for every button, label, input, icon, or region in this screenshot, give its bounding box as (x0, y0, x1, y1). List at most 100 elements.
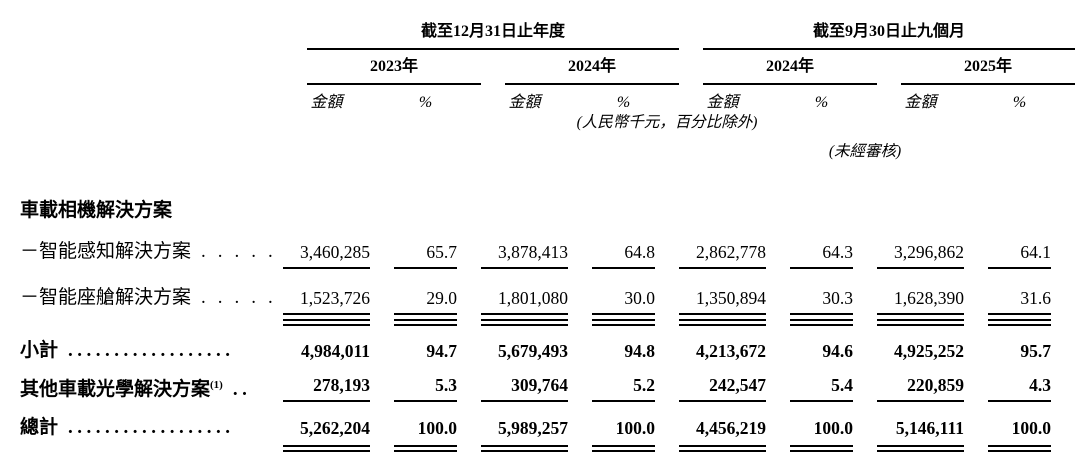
amount-cell: 220,859 (877, 373, 964, 402)
amount-cell: 3,296,862 (877, 240, 964, 269)
table-row: 其他車載光學解決方案(1).. 278,193 5.3 309,764 5.2 … (20, 373, 1080, 402)
label-column-spacer (20, 319, 283, 326)
label-column-spacer (20, 445, 283, 452)
unaudited-note-row: (未經審核) (20, 142, 1080, 162)
amount-cell: 3,460,285 (283, 240, 370, 269)
amount-cell: 3,878,413 (481, 240, 568, 269)
double-rule (592, 445, 655, 452)
leader-dots: .. (232, 379, 252, 400)
double-rule (679, 319, 766, 326)
percent-cell: 94.7 (426, 341, 457, 361)
year-header-row: 2023年 2024年 2024年 2025年 (20, 57, 1080, 85)
leader-dots: ..... (201, 287, 285, 308)
label-column-spacer (20, 57, 283, 85)
amount-cell: 278,193 (283, 373, 370, 402)
percent-cell: 100.0 (813, 418, 853, 438)
percent-header: % (814, 94, 829, 111)
row-label: －智能座艙解決方案..... (20, 286, 283, 315)
period-group-interim: 截至9月30日止九個月 (703, 22, 1075, 50)
double-rule (283, 445, 370, 452)
double-rule (988, 445, 1051, 452)
amount-cell: 4,925,252 (894, 341, 964, 361)
amount-cell: 4,213,672 (696, 341, 766, 361)
double-rule-row (20, 319, 1080, 326)
percent-cell: 30.3 (790, 286, 853, 315)
amount-header: 金額 (310, 94, 343, 111)
percent-cell: 64.8 (592, 240, 655, 269)
percent-cell: 95.7 (1020, 341, 1051, 361)
currency-note-row: (人民幣千元，百分比除外) (20, 113, 1080, 133)
double-rule-row (20, 445, 1080, 452)
percent-cell: 5.4 (790, 373, 853, 402)
footnote-marker: (1) (210, 379, 223, 391)
percent-header: % (1012, 94, 1027, 111)
column-header-row: 金額 % 金額 % 金額 % 金額 % (20, 93, 1080, 113)
percent-cell: 100.0 (1011, 418, 1051, 438)
amount-cell: 1,523,726 (283, 286, 370, 315)
year-header-2024-annual: 2024年 (505, 57, 679, 85)
row-label: －智能感知解決方案..... (20, 240, 283, 269)
year-header-2023: 2023年 (307, 57, 481, 85)
leader-dots: .................. (68, 340, 235, 361)
period-group-annual: 截至12月31日止年度 (307, 22, 679, 50)
percent-cell: 94.6 (822, 341, 853, 361)
double-rule (394, 319, 457, 326)
percent-cell: 65.7 (394, 240, 457, 269)
amount-cell: 1,350,894 (679, 286, 766, 315)
double-rule (592, 319, 655, 326)
percent-cell: 100.0 (417, 418, 457, 438)
percent-header: % (616, 94, 631, 111)
label-column-spacer (20, 22, 283, 50)
table-row: －智能感知解決方案..... 3,460,285 65.7 3,878,413 … (20, 240, 1080, 269)
row-label: 總計.................. (20, 416, 283, 440)
amount-cell: 2,862,778 (679, 240, 766, 269)
subtotal-row: 小計.................. 4,984,011 94.7 5,67… (20, 339, 1080, 363)
amount-cell: 1,628,390 (877, 286, 964, 315)
amount-header: 金額 (904, 94, 937, 111)
section-header-row: 車載相機解決方案 (20, 198, 1080, 224)
unaudited-note: (未經審核) (828, 143, 902, 160)
double-rule (481, 319, 568, 326)
percent-cell: 94.8 (624, 341, 655, 361)
percent-cell: 31.6 (988, 286, 1051, 315)
percent-cell: 64.1 (988, 240, 1051, 269)
row-label-text: 其他車載光學解決方案 (20, 379, 211, 400)
double-rule (790, 319, 853, 326)
double-rule (679, 445, 766, 452)
amount-cell: 309,764 (481, 373, 568, 402)
percent-cell: 100.0 (615, 418, 655, 438)
row-label: 其他車載光學解決方案(1).. (20, 373, 283, 402)
percent-cell: 29.0 (394, 286, 457, 315)
amount-cell: 5,989,257 (498, 418, 568, 438)
amount-cell: 1,801,080 (481, 286, 568, 315)
amount-header: 金額 (508, 94, 541, 111)
total-row: 總計.................. 5,262,204 100.0 5,9… (20, 416, 1080, 440)
double-rule (877, 445, 964, 452)
year-header-2025: 2025年 (901, 57, 1075, 85)
double-rule (988, 319, 1051, 326)
table-row: －智能座艙解決方案..... 1,523,726 29.0 1,801,080 … (20, 286, 1080, 315)
amount-header: 金額 (706, 94, 739, 111)
row-label-text: 總計 (20, 417, 59, 438)
row-label: 小計.................. (20, 339, 283, 363)
year-header-2024-interim: 2024年 (703, 57, 877, 85)
row-label-text: －智能感知解決方案 (20, 241, 192, 262)
percent-cell: 64.3 (790, 240, 853, 269)
double-rule (283, 319, 370, 326)
amount-cell: 242,547 (679, 373, 766, 402)
row-label-text: －智能座艙解決方案 (20, 287, 192, 308)
leader-dots: .................. (68, 417, 235, 438)
amount-cell: 4,456,219 (696, 418, 766, 438)
period-group-header-row: 截至12月31日止年度 截至9月30日止九個月 (20, 22, 1080, 50)
amount-cell: 4,984,011 (300, 341, 370, 361)
double-rule (877, 319, 964, 326)
label-column-spacer (20, 93, 283, 113)
double-rule (394, 445, 457, 452)
amount-cell: 5,146,111 (895, 418, 964, 438)
amount-cell: 5,262,204 (300, 418, 370, 438)
percent-cell: 30.0 (592, 286, 655, 315)
leader-dots: ..... (201, 241, 285, 262)
currency-note: (人民幣千元，百分比除外) (576, 114, 758, 131)
percent-cell: 5.2 (592, 373, 655, 402)
